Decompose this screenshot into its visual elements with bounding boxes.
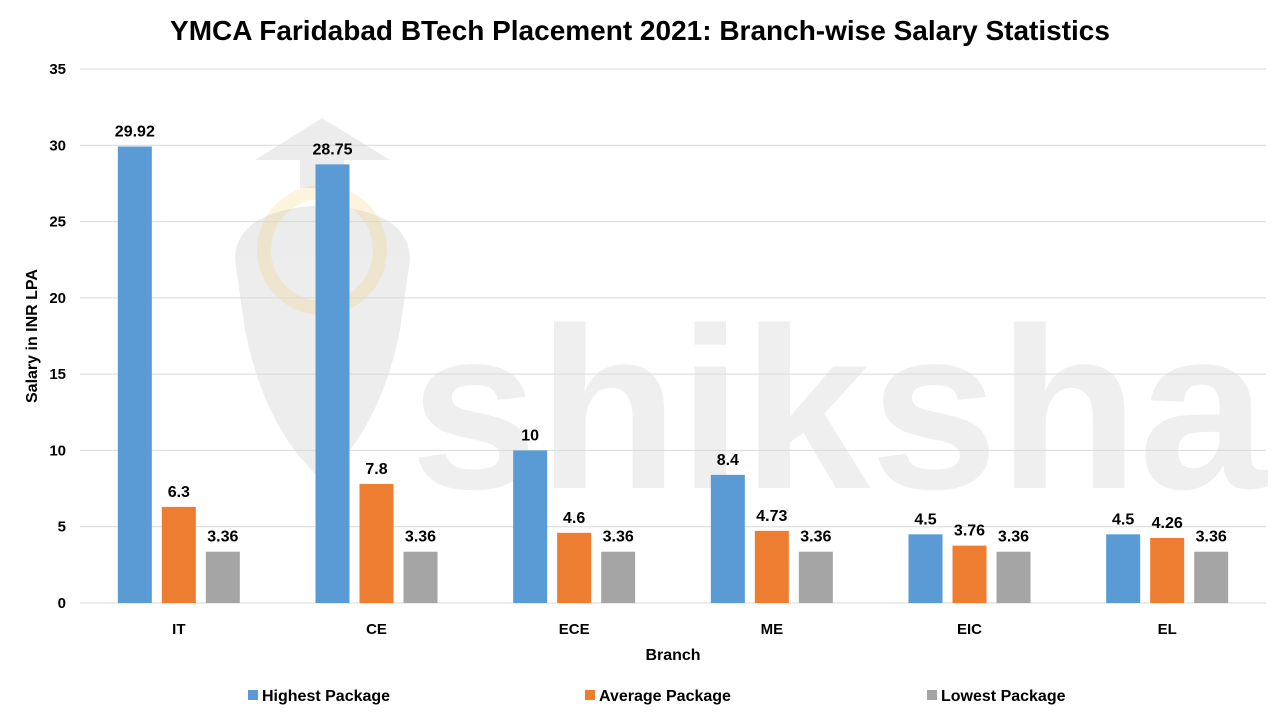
bar: [117, 146, 152, 603]
y-tick-label: 15: [49, 366, 66, 383]
bar: [952, 545, 987, 603]
watermark: shiksha: [235, 118, 1269, 537]
data-label: 4.6: [563, 510, 585, 527]
x-tick-label: ME: [761, 621, 784, 638]
legend-label: Highest Package: [262, 688, 390, 705]
bar: [1194, 551, 1229, 603]
x-tick-label: CE: [366, 621, 387, 638]
y-axis-label: Salary in INR LPA: [24, 269, 41, 403]
data-label: 3.36: [998, 529, 1029, 546]
y-tick-label: 0: [58, 595, 66, 612]
grid-lines: [80, 68, 1266, 604]
legend-label: Average Package: [599, 688, 731, 705]
data-label: 7.8: [365, 461, 387, 478]
x-tick-label: IT: [172, 621, 185, 638]
y-tick-label: 30: [49, 137, 66, 154]
data-label: 4.26: [1152, 515, 1183, 532]
data-label: 28.75: [312, 141, 352, 158]
bar: [1106, 534, 1141, 603]
data-label: 3.36: [1196, 529, 1227, 546]
bar: [996, 551, 1031, 603]
x-axis-ticks: IT CE ECE ME EIC EL: [172, 621, 1177, 638]
bar: [754, 530, 789, 603]
legend-swatch: [248, 690, 258, 700]
legend-label: Lowest Package: [941, 688, 1066, 705]
bars: [117, 146, 1229, 603]
y-tick-label: 25: [49, 214, 66, 231]
data-label: 4.5: [1112, 511, 1134, 528]
data-labels: 29.92 6.3 3.36 28.75 7.8 3.36 10 4.6 3.36 8.4 4.73…: [115, 124, 1227, 546]
y-tick-label: 10: [49, 442, 66, 459]
y-tick-label: 20: [49, 290, 66, 307]
bar: [798, 551, 833, 603]
data-label: 8.4: [717, 452, 739, 469]
x-tick-label: EL: [1158, 621, 1177, 638]
bar: [205, 551, 240, 603]
legend-swatch: [585, 690, 595, 700]
x-tick-label: ECE: [559, 621, 590, 638]
data-label: 3.36: [603, 529, 634, 546]
data-label: 29.92: [115, 124, 155, 141]
watermark-text: shiksha: [410, 280, 1269, 537]
data-label: 10: [521, 427, 539, 444]
bar: [710, 474, 745, 603]
y-tick-label: 35: [49, 61, 66, 78]
legend: Highest Package Average Package Lowest Pac…: [248, 688, 1066, 705]
bar: [601, 551, 636, 603]
bar: [315, 164, 350, 603]
data-label: 3.76: [954, 523, 985, 540]
data-label: 6.3: [168, 484, 190, 501]
data-label: 4.73: [756, 508, 787, 525]
legend-swatch: [927, 690, 937, 700]
data-label: 3.36: [800, 529, 831, 546]
data-label: 3.36: [207, 529, 238, 546]
bar: [557, 532, 592, 603]
bar: [1150, 538, 1185, 603]
y-tick-label: 5: [58, 519, 66, 536]
bar: [513, 450, 548, 603]
chart-title: YMCA Faridabad BTech Placement 2021: Bra…: [170, 15, 1110, 46]
bar: [403, 551, 438, 603]
data-label: 4.5: [914, 511, 936, 528]
bar: [161, 506, 196, 603]
data-label: 3.36: [405, 529, 436, 546]
x-tick-label: EIC: [957, 621, 982, 638]
x-axis-label: Branch: [645, 647, 700, 664]
bar: [359, 483, 394, 603]
y-axis-ticks: 0 5 10 15 20 25 30 35: [49, 61, 66, 612]
bar: [908, 534, 943, 603]
